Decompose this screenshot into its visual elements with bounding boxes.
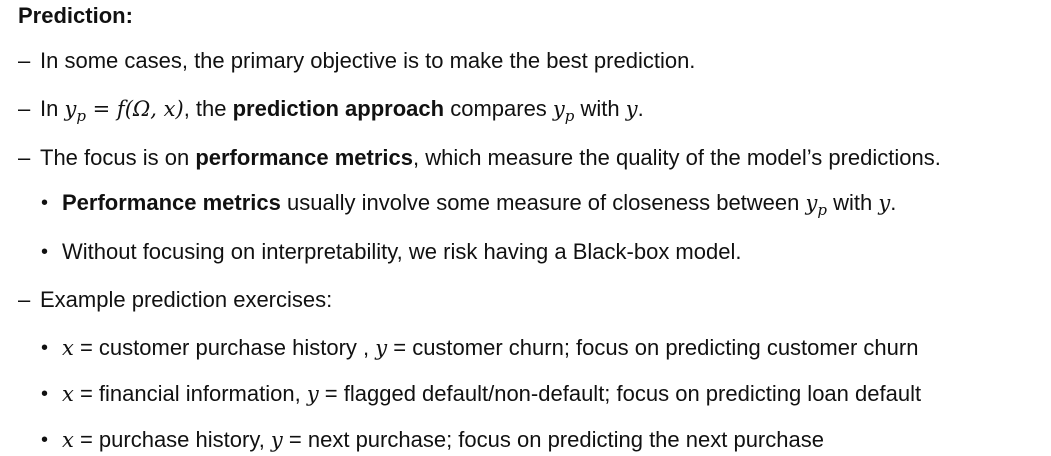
bullet-examples-heading: – Example prediction exercises: [18, 287, 333, 313]
objective-text: In some cases, the primary objective is … [40, 48, 696, 73]
metrics-bold: Performance metrics [62, 190, 281, 215]
bullet-objective: – In some cases, the primary objective i… [18, 48, 696, 74]
math-args: (Ω, x) [124, 97, 184, 121]
metrics-with: with [826, 190, 879, 215]
slide-title: Prediction: [18, 3, 133, 28]
approach-comma: , the [183, 96, 233, 121]
example-text-1: = customer purchase history , [73, 335, 376, 360]
math-subscript-p: p [76, 107, 86, 125]
focus-prefix: The focus is on [40, 145, 196, 170]
examples-heading: Example prediction exercises: [40, 287, 333, 312]
bullet-dot: • [41, 383, 49, 405]
approach-end: . [637, 96, 644, 121]
example-item: • x = purchase history, y = next purchas… [41, 427, 824, 453]
subbullet-metrics: • Performance metrics usually involve so… [41, 190, 897, 219]
math-y: y [375, 336, 388, 360]
example-text-1: = financial information, [73, 381, 307, 406]
dash-marker: – [18, 145, 31, 170]
math-y: y [878, 191, 891, 215]
bullet-focus: – The focus is on performance metrics, w… [18, 145, 941, 171]
math-f: f [116, 97, 125, 121]
bullet-dot: • [41, 429, 49, 451]
subbullet-blackbox: • Without focusing on interpretability, … [41, 239, 742, 265]
approach-bold: prediction approach [232, 96, 445, 121]
bullet-dot: • [41, 337, 49, 359]
approach-prefix: In [40, 96, 65, 121]
dash-marker: – [18, 96, 31, 121]
math-equals: = [85, 97, 117, 121]
math-y: y [805, 191, 818, 215]
math-y: y [64, 97, 77, 121]
math-x: x [62, 428, 74, 452]
math-y: y [625, 97, 638, 121]
dash-marker: – [18, 287, 31, 312]
math-x: x [62, 382, 74, 406]
bullet-approach: – In yp = f(Ω, x), the prediction approa… [18, 96, 644, 125]
approach-with: with [574, 96, 626, 121]
approach-middle: compares [444, 96, 553, 121]
math-y: y [270, 428, 283, 452]
example-item: • x = financial information, y = flagged… [41, 381, 922, 407]
math-subscript-p: p [564, 107, 575, 125]
focus-bold: performance metrics [195, 145, 413, 170]
math-y: y [552, 97, 565, 121]
bullet-dot: • [41, 241, 49, 263]
example-text-2: = customer churn; focus on predicting cu… [387, 335, 919, 360]
math-subscript-p: p [817, 201, 827, 219]
blackbox-text: Without focusing on interpretability, we… [62, 239, 742, 264]
example-text-1: = purchase history, [73, 427, 271, 452]
bullet-dot: • [41, 192, 49, 214]
example-item: • x = customer purchase history , y = cu… [41, 335, 919, 361]
math-y: y [306, 382, 319, 406]
math-x: x [62, 336, 74, 360]
example-text-2: = flagged default/non-default; focus on … [318, 381, 922, 406]
metrics-end: . [890, 190, 897, 215]
example-text-2: = next purchase; focus on predicting the… [282, 427, 824, 452]
focus-suffix: , which measure the quality of the model… [412, 145, 941, 170]
metrics-middle: usually involve some measure of closenes… [280, 190, 806, 215]
dash-marker: – [18, 48, 31, 73]
